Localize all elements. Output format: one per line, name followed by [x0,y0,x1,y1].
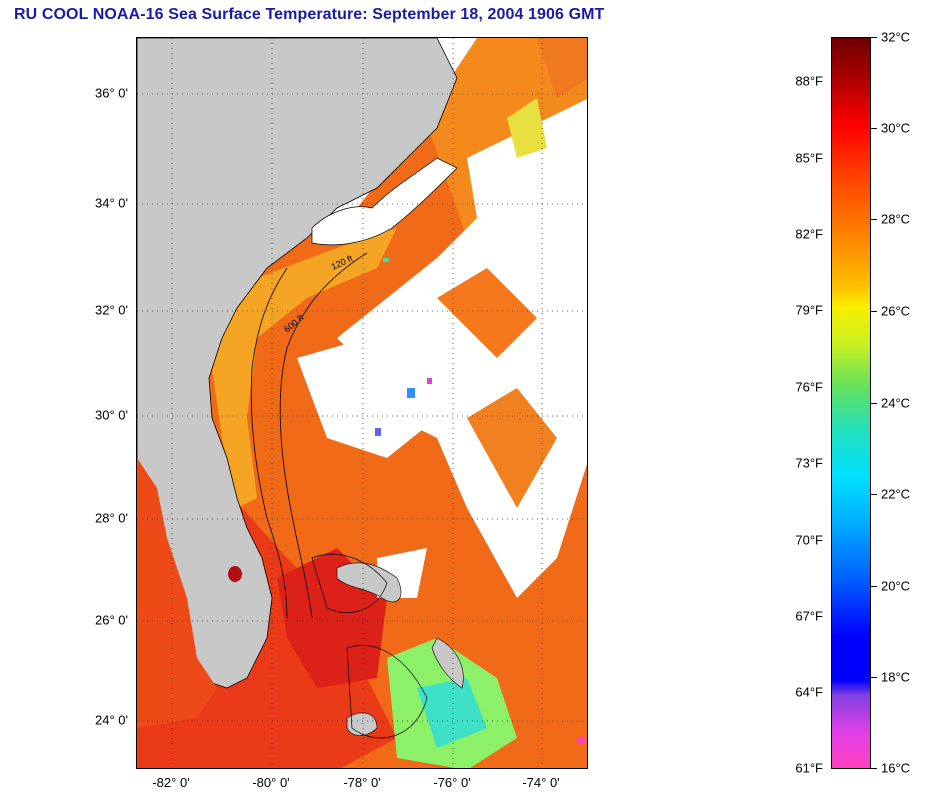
cb-tick [871,311,877,312]
contour-bahamas-bank [311,553,388,614]
coastal-shelf-water [207,228,397,508]
sst-map: 120 ft 600 ft [136,37,588,769]
bahamas-island-2 [431,637,464,689]
lon-label-74: -74° 0' [522,775,560,790]
cb-label-76f: 76°F [795,379,823,395]
cloud-patch [297,338,437,458]
cb-tick [871,219,877,220]
bahamas-island-1 [336,562,402,603]
sst-colorbar [831,37,871,769]
lon-label-76: -76° 0' [433,775,471,790]
cb-label-24c: 24°C [881,395,911,411]
cb-label-70f: 70°F [795,532,823,548]
cb-label-61f: 61°F [795,760,823,776]
cb-tick [871,768,877,769]
lat-label-34: 34° 0' [95,195,128,211]
cb-label-88f: 88°F [795,73,823,89]
lon-label-82: -82° 0' [152,775,190,790]
cb-label-16c: 16°C [881,760,911,776]
cool-speck-5 [577,738,585,744]
cb-tick [871,403,877,404]
cb-label-82f: 82°F [795,226,823,242]
cb-label-30c: 30°C [881,120,911,136]
lon-label-80: -80° 0' [252,775,290,790]
cb-label-32c: 32°C [881,29,911,45]
lat-label-24: 24° 0' [95,712,128,728]
lon-label-78: -78° 0' [343,775,381,790]
lat-label-26: 26° 0' [95,612,128,628]
contour-600ft [279,252,368,619]
cb-label-64f: 64°F [795,684,823,700]
cb-label-79f: 79°F [795,302,823,318]
lat-label-36: 36° 0' [95,85,128,101]
lake-okeechobee [228,566,242,582]
cool-speck-4 [375,428,381,436]
cb-label-85f: 85°F [795,150,823,166]
cb-label-67f: 67°F [795,608,823,624]
cb-label-18c: 18°C [881,669,911,685]
carolina-capes [311,157,458,246]
bahamas-bank-water [417,678,487,748]
cb-label-20c: 20°C [881,578,911,594]
cool-patch-north [507,98,547,158]
contour-bahamas-bank-2 [346,645,428,739]
cb-tick [871,494,877,495]
lat-label-30: 30° 0' [95,407,128,423]
ocean-gap-2 [467,388,557,508]
cb-label-73f: 73°F [795,455,823,471]
cb-tick [871,586,877,587]
cb-label-22c: 22°C [881,486,911,502]
cb-label-28c: 28°C [881,211,911,227]
cool-speck-3 [427,378,432,384]
cb-tick [871,128,877,129]
graticule [137,38,587,768]
ocean-gap [437,268,537,358]
contour-120ft [250,267,288,619]
cb-tick [871,37,877,38]
lat-label-28: 28° 0' [95,510,128,526]
gulf-of-mexico-water [137,458,217,728]
map-title: RU COOL NOAA-16 Sea Surface Temperature:… [14,6,605,23]
cb-tick [871,677,877,678]
cool-speck-2 [407,388,415,398]
cool-speck [383,258,389,262]
sst-map-canvas: 120 ft 600 ft [137,38,587,768]
ocean-ne-corner [537,38,587,98]
cb-label-26c: 26°C [881,303,911,319]
lat-label-32: 32° 0' [95,302,128,318]
